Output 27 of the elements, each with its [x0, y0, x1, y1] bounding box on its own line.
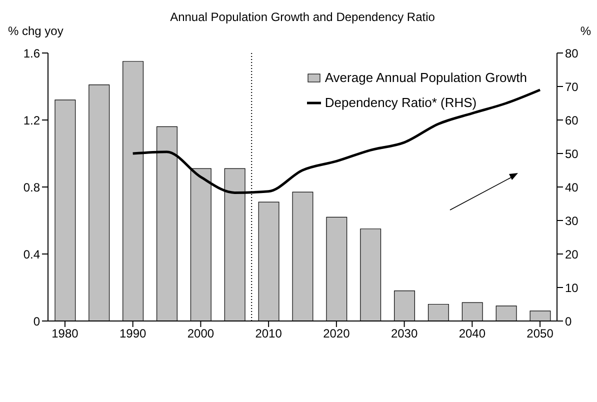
legend-label: Average Annual Population Growth — [324, 70, 527, 85]
y2-tick-label: 10 — [565, 280, 579, 295]
y-tick-label: 1.6 — [23, 46, 40, 60]
y-tick-label: 0.4 — [23, 247, 40, 262]
x-tick-label: 2040 — [458, 326, 486, 341]
y2-tick-label: 60 — [565, 113, 579, 128]
y-tick-label: 0 — [33, 314, 40, 328]
y-tick-label: 1.2 — [23, 113, 40, 128]
x-tick-label: 1980 — [52, 326, 79, 341]
y2-axis-title: % — [580, 24, 591, 38]
y2-tick-label: 70 — [565, 80, 579, 94]
y2-tick-label: 0 — [565, 314, 572, 328]
x-tick-label: 2020 — [323, 326, 350, 341]
y2-tick-label: 20 — [565, 247, 579, 262]
y2-tick-label: 50 — [565, 146, 579, 161]
chart-title: Annual Population Growth and Dependency Ratio — [169, 10, 436, 24]
y2-tick-label: 40 — [565, 180, 579, 194]
y-axis-title: % chg yoy — [8, 24, 64, 38]
x-tick-label: 2050 — [526, 326, 554, 341]
y2-tick-label: 30 — [565, 214, 579, 228]
y-tick-label: 0.8 — [23, 180, 40, 194]
x-tick-label: 2000 — [187, 326, 214, 341]
x-tick-label: 2030 — [390, 326, 418, 341]
x-tick-label: 1990 — [119, 326, 147, 341]
legend-label: Dependency Ratio* (RHS) — [324, 95, 477, 110]
x-tick-label: 2010 — [255, 326, 282, 341]
y2-tick-label: 80 — [565, 46, 579, 60]
